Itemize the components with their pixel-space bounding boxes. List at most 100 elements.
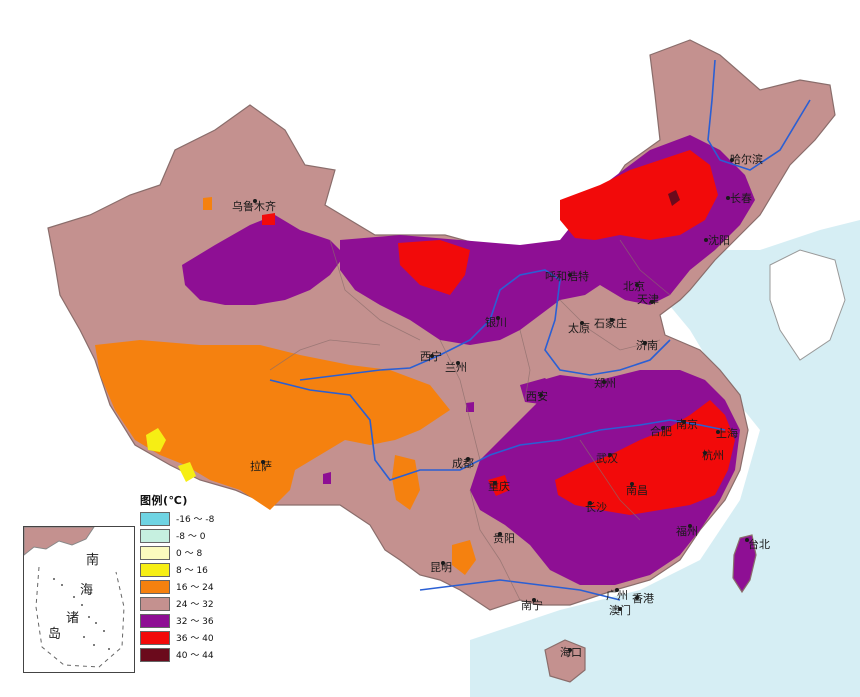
korea-land	[769, 249, 846, 361]
city-dot-wuhan	[608, 453, 612, 457]
city-markers: 乌鲁木齐 哈尔滨 长春 沈阳 呼和浩特 北京 天津 银川 太原 石家庄 济南 西…	[232, 152, 770, 659]
border-c	[519, 329, 531, 401]
city-label-xian: 西安	[526, 389, 548, 403]
legend-label: 32 ～ 36	[176, 617, 214, 627]
city-label-nanchang: 南昌	[626, 484, 648, 497]
city-label-kunming: 昆明	[430, 561, 452, 574]
legend-label: 0 ～ 8	[176, 549, 203, 559]
inset-island-dot	[61, 584, 63, 586]
city-label-aomen: 澳门	[609, 603, 631, 617]
zone-16-24-tibet	[95, 340, 450, 510]
city-label-changchun: 长春	[730, 192, 752, 205]
city-dot-jinan	[643, 341, 647, 345]
legend-label: 24 ～ 32	[176, 600, 214, 610]
city-dot-xian	[539, 393, 543, 397]
border-d	[559, 299, 661, 351]
city-label-haikou: 海口	[560, 645, 582, 659]
city-dot-harbin	[730, 158, 734, 162]
border-f	[469, 489, 521, 601]
city-label-xianggang: 香港	[632, 592, 654, 605]
inset-island-dot	[83, 636, 85, 638]
zone-16-24-yunnan	[392, 455, 420, 510]
legend-label: 16 ～ 24	[176, 583, 214, 593]
inset-island-dot	[108, 648, 110, 650]
pearl-river	[419, 579, 621, 601]
rivers	[269, 59, 811, 601]
legend-row: 0 ～ 8	[140, 544, 220, 561]
legend-row: -8 ～ 0	[140, 527, 220, 544]
city-dot-hangzhou	[703, 451, 707, 455]
city-dot-nanning	[532, 598, 536, 602]
inset-islands	[53, 578, 110, 650]
inset-label-4: 岛	[48, 627, 62, 642]
city-dot-beijing	[635, 283, 639, 287]
city-label-shijiazhuang: 石家庄	[594, 316, 627, 330]
city-label-guiyang: 贵阳	[493, 532, 515, 545]
city-dot-nanchang	[630, 482, 634, 486]
legend-row: -16 ～ -8	[140, 510, 220, 527]
legend-label: 36 ～ 40	[176, 634, 214, 644]
city-dot-aomen	[618, 607, 622, 611]
city-label-wuhan: 武汉	[596, 452, 618, 465]
city-dot-lhasa	[261, 460, 265, 464]
city-label-zhengzhou: 郑州	[594, 376, 616, 390]
legend-label: 8 ～ 16	[176, 566, 208, 576]
south-china-sea-inset: 南 海 诸 岛	[23, 526, 135, 673]
border-h	[269, 339, 381, 371]
city-dot-kunming	[441, 561, 445, 565]
border-g	[619, 239, 671, 296]
legend-row: 8 ～ 16	[140, 561, 220, 578]
city-dot-hefei	[661, 426, 665, 430]
legend-swatch	[140, 613, 170, 628]
city-dot-changchun	[726, 196, 730, 200]
legend-swatch	[140, 511, 170, 526]
city-dot-lanzhou	[456, 361, 460, 365]
legend: 图例(℃) -16 ～ -8 -8 ～ 0 0 ～ 8 8 ～ 16 16 ～ …	[140, 492, 220, 663]
legend-swatch	[140, 647, 170, 662]
city-dot-guangzhou	[615, 588, 619, 592]
city-dot-shanghai	[716, 430, 720, 434]
city-label-taibei: 台北	[748, 537, 770, 551]
zone-36-40-inner	[398, 240, 470, 295]
legend-swatch	[140, 562, 170, 577]
inset-island-dot	[73, 596, 75, 598]
city-label-fuzhou: 福州	[676, 524, 698, 538]
city-dot-xianggang	[635, 596, 639, 600]
city-label-lhasa: 拉萨	[250, 459, 272, 473]
zone-32-36-spot	[466, 402, 474, 412]
inset-island-dot	[95, 622, 97, 624]
city-label-nanjing: 南京	[676, 417, 698, 431]
city-dot-urumqi	[253, 199, 257, 203]
border-a	[329, 239, 421, 341]
city-label-tianjin: 天津	[637, 293, 659, 306]
inset-island-dot	[103, 630, 105, 632]
city-dot-hohhot	[568, 273, 572, 277]
city-label-lanzhou: 兰州	[445, 361, 467, 374]
city-dot-nanjing	[682, 420, 686, 424]
city-dot-chongqing	[493, 481, 497, 485]
legend-row: 40 ～ 44	[140, 646, 220, 663]
province-borders	[269, 239, 671, 601]
legend-row: 16 ～ 24	[140, 578, 220, 595]
inset-label-2: 海	[80, 583, 94, 598]
legend-row: 24 ～ 32	[140, 595, 220, 612]
yellow-river	[299, 269, 671, 381]
inset-map	[24, 527, 125, 668]
city-dot-taibei	[745, 538, 749, 542]
inset-island-dot	[93, 644, 95, 646]
legend-row: 36 ～ 40	[140, 629, 220, 646]
sea-east	[470, 220, 860, 697]
city-label-harbin: 哈尔滨	[730, 152, 763, 166]
legend-swatch	[140, 545, 170, 560]
city-dot-yinchuan	[496, 316, 500, 320]
city-dot-tianjin	[650, 300, 654, 304]
zone-32-36-spot2	[323, 472, 331, 484]
zone-36-40-jiangnan	[555, 400, 735, 515]
legend-title: 图例(℃)	[140, 494, 188, 507]
legend-swatch	[140, 528, 170, 543]
inset-label-3: 诸	[66, 611, 80, 626]
city-label-hefei: 合肥	[650, 424, 672, 438]
legend-label: 40 ～ 44	[176, 651, 214, 661]
hainan-island	[544, 639, 586, 683]
yangtze-river	[269, 379, 726, 481]
